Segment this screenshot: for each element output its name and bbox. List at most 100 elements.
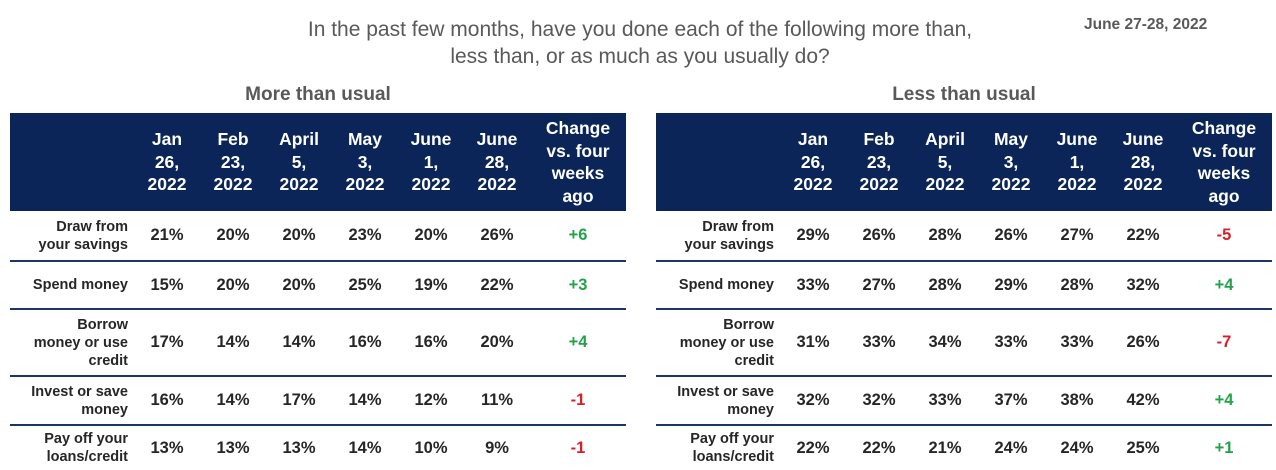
value-cell: 22%	[464, 261, 530, 310]
change-cell: +1	[1214, 438, 1234, 457]
value-cell: 26%	[846, 211, 912, 262]
change-cell: +3	[530, 261, 626, 310]
change-cell: -1	[570, 438, 586, 457]
value-cell: 27%	[1044, 211, 1110, 262]
column-header-line: 2022	[411, 174, 451, 195]
value-cell: 21%	[134, 211, 200, 262]
column-header-line: 23,	[220, 151, 246, 172]
value-cell: 33%	[912, 376, 978, 426]
value-cell: 14%	[200, 376, 266, 426]
row-label-line: Pay off your	[690, 431, 774, 447]
value-cell: 31%	[780, 309, 846, 377]
row-label: Borrow money or use credit	[656, 309, 780, 377]
row-label-line: Spend money	[32, 277, 128, 293]
column-header-line: 26,	[800, 151, 826, 172]
column-header-line: Jan	[151, 129, 183, 150]
value-cell: 20%	[464, 309, 530, 377]
value-cell: 20%	[200, 211, 266, 262]
less-than-usual-table: Jan 26, 2022 Feb 23, 2022 April 5, 2022 May 3, 2022…	[656, 113, 1272, 470]
table-row: Borrow money or use credit 31% 33% 34% 33% 33% 2…	[656, 309, 1272, 377]
value-cell: 29%	[978, 261, 1044, 310]
more-than-usual-header-row: Jan 26, 2022 Feb 23, 2022 April 5, 2022 May 3, 2022…	[10, 113, 626, 211]
less-than-usual-header-blank	[656, 113, 780, 211]
value-cell: 38%	[1044, 376, 1110, 426]
value-cell: 16%	[134, 376, 200, 426]
column-header-line: 23,	[866, 151, 892, 172]
column-header-line: ago	[1208, 185, 1240, 206]
less-than-usual-column-header-6: Change vs. four weeks ago	[1176, 113, 1272, 211]
column-header-line: 5,	[937, 151, 953, 172]
value-cell: 20%	[200, 261, 266, 310]
table-row: Draw from your savings 21% 20% 20% 23% 20% 26% +…	[10, 211, 626, 262]
column-header-line: 28,	[1130, 151, 1156, 172]
table-row: Invest or save money 32% 32% 33% 37% 38% 42% +4	[656, 376, 1272, 426]
less-than-usual-column-header-0: Jan 26, 2022	[780, 113, 846, 211]
change-cell: +4	[1176, 261, 1272, 310]
column-header-line: 2022	[925, 174, 965, 195]
column-header-line: April	[279, 129, 319, 150]
row-label: Draw from your savings	[656, 211, 780, 262]
column-header-line: June	[410, 129, 452, 150]
value-cell: 23%	[332, 211, 398, 262]
change-cell: -1	[530, 376, 626, 426]
column-header-line: May	[993, 129, 1029, 150]
column-header-line: 2022	[147, 174, 187, 195]
less-than-usual-header-row: Jan 26, 2022 Feb 23, 2022 April 5, 2022 May 3, 2022…	[656, 113, 1272, 211]
column-header-line: May	[347, 129, 383, 150]
less-than-usual-column-header-4: June 1, 2022	[1044, 113, 1110, 211]
more-than-usual-column-header-5: June 28, 2022	[464, 113, 530, 211]
more-than-usual-column-header-6: Change vs. four weeks ago	[530, 113, 626, 211]
change-cell: -7	[1176, 309, 1272, 377]
row-label-line: Draw from	[56, 218, 128, 235]
value-cell: 37%	[978, 376, 1044, 426]
value-cell: 17%	[134, 309, 200, 377]
value-cell: 32%	[846, 376, 912, 426]
value-cell: 14%	[332, 376, 398, 426]
column-header-line: 3,	[1003, 151, 1019, 172]
more-than-usual-column-header-0: Jan 26, 2022	[134, 113, 200, 211]
value-cell: 28%	[912, 261, 978, 310]
question-title: In the past few months, have you done ea…	[200, 16, 1080, 70]
column-header-line: Feb	[217, 129, 249, 150]
value-cell: 19%	[398, 261, 464, 310]
value-cell: 16%	[398, 309, 464, 377]
column-header-line: 28,	[484, 151, 510, 172]
table-row: Pay off your loans/credit 22% 22% 21% 24% 24% 2…	[656, 425, 1272, 470]
more-than-usual-column-header-1: Feb 23, 2022	[200, 113, 266, 211]
column-header-line: ago	[562, 185, 594, 206]
more-than-usual-title: More than usual	[245, 84, 391, 105]
column-header-line: April	[925, 129, 965, 150]
column-header-line: weeks	[1197, 163, 1251, 183]
less-than-usual-column-header-3: May 3, 2022	[978, 113, 1044, 211]
row-label-line: credit	[734, 352, 775, 369]
value-cell: 32%	[1110, 261, 1176, 310]
column-header-line: Change	[1191, 118, 1257, 138]
column-header-line: 2022	[477, 174, 517, 195]
more-than-usual-header-blank	[10, 113, 134, 211]
less-than-usual-column-header-1: Feb 23, 2022	[846, 113, 912, 211]
row-label-line: loans/credit	[692, 449, 774, 465]
question-title-line-2: less than, or as much as you usually do?	[450, 45, 830, 68]
change-cell: +6	[530, 211, 626, 262]
row-label: Spend money	[656, 261, 780, 310]
row-label: Draw from your savings	[10, 211, 134, 262]
row-label-line: money or use	[33, 334, 128, 351]
row-label-line: Pay off your	[44, 431, 128, 447]
value-cell: 42%	[1110, 376, 1176, 426]
value-cell: 15%	[134, 261, 200, 310]
column-header-line: 2022	[793, 174, 833, 195]
column-header-line: 1,	[1069, 151, 1085, 172]
column-header-line: vs. four	[546, 140, 610, 161]
row-label: Pay off your loans/credit	[10, 425, 134, 470]
column-header-line: 2022	[859, 174, 899, 195]
row-label-line: your savings	[38, 236, 128, 253]
column-header-line: Change	[545, 118, 611, 138]
row-label: Borrow money or use credit	[10, 309, 134, 377]
value-cell: 20%	[266, 261, 332, 310]
table-row: Pay off your loans/credit 13% 13% 13% 14% 10% 9…	[10, 425, 626, 470]
change-cell: -5	[1176, 211, 1272, 262]
change-cell: +4	[530, 309, 626, 377]
row-label-line: loans/credit	[46, 449, 128, 465]
value-cell: 11%	[464, 376, 530, 426]
value-cell: 33%	[1044, 309, 1110, 377]
